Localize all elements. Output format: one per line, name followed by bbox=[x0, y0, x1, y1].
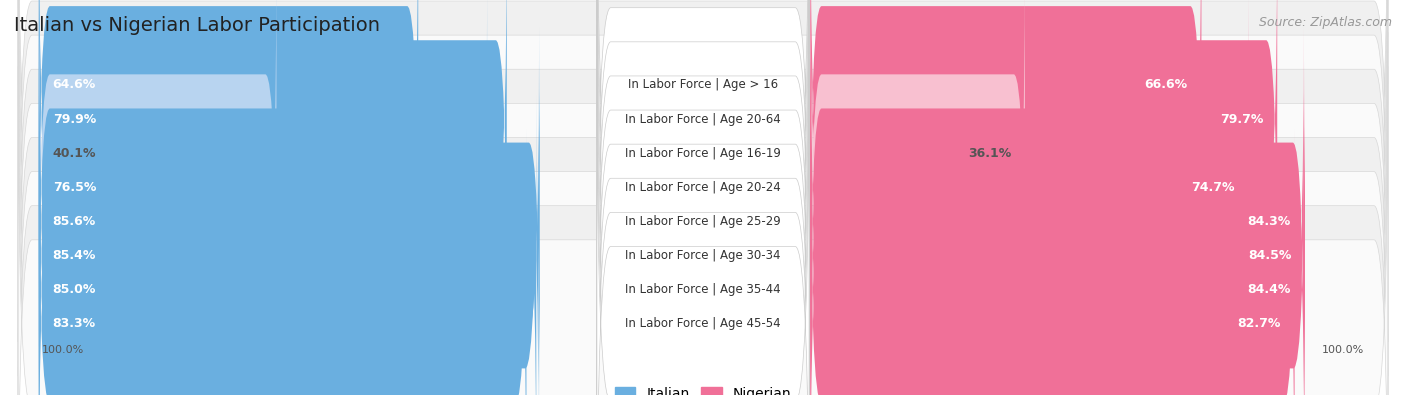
FancyBboxPatch shape bbox=[810, 130, 1295, 395]
FancyBboxPatch shape bbox=[810, 96, 1305, 395]
Text: 85.4%: 85.4% bbox=[52, 249, 96, 262]
FancyBboxPatch shape bbox=[18, 0, 1388, 395]
Text: In Labor Force | Age 16-19: In Labor Force | Age 16-19 bbox=[626, 147, 780, 160]
FancyBboxPatch shape bbox=[39, 96, 536, 395]
FancyBboxPatch shape bbox=[39, 130, 526, 395]
Text: 83.3%: 83.3% bbox=[52, 317, 96, 330]
Text: 66.6%: 66.6% bbox=[1144, 79, 1188, 91]
FancyBboxPatch shape bbox=[598, 26, 808, 395]
FancyBboxPatch shape bbox=[810, 0, 1277, 313]
Text: 84.4%: 84.4% bbox=[1247, 283, 1291, 296]
FancyBboxPatch shape bbox=[810, 61, 1305, 395]
FancyBboxPatch shape bbox=[598, 60, 808, 395]
FancyBboxPatch shape bbox=[810, 0, 1201, 279]
FancyBboxPatch shape bbox=[18, 0, 1388, 395]
FancyBboxPatch shape bbox=[598, 0, 808, 395]
Text: 82.7%: 82.7% bbox=[1237, 317, 1281, 330]
FancyBboxPatch shape bbox=[18, 0, 1388, 376]
Text: 84.3%: 84.3% bbox=[1247, 215, 1291, 228]
Text: 100.0%: 100.0% bbox=[1322, 345, 1364, 355]
Text: 85.6%: 85.6% bbox=[52, 215, 96, 228]
Text: 74.7%: 74.7% bbox=[1191, 181, 1234, 194]
Text: 100.0%: 100.0% bbox=[42, 345, 84, 355]
Text: 84.5%: 84.5% bbox=[1249, 249, 1291, 262]
Text: 79.9%: 79.9% bbox=[52, 113, 96, 126]
FancyBboxPatch shape bbox=[18, 0, 1388, 395]
Text: 76.5%: 76.5% bbox=[52, 181, 96, 194]
Text: 36.1%: 36.1% bbox=[967, 147, 1011, 160]
FancyBboxPatch shape bbox=[810, 27, 1303, 395]
Text: 40.1%: 40.1% bbox=[52, 147, 96, 160]
Text: Italian vs Nigerian Labor Participation: Italian vs Nigerian Labor Participation bbox=[14, 16, 380, 35]
FancyBboxPatch shape bbox=[39, 27, 540, 395]
Text: 64.6%: 64.6% bbox=[52, 79, 96, 91]
Text: In Labor Force | Age 45-54: In Labor Force | Age 45-54 bbox=[626, 317, 780, 330]
FancyBboxPatch shape bbox=[39, 0, 418, 279]
Text: In Labor Force | Age 35-44: In Labor Force | Age 35-44 bbox=[626, 283, 780, 296]
FancyBboxPatch shape bbox=[810, 0, 1249, 382]
FancyBboxPatch shape bbox=[598, 0, 808, 349]
Text: In Labor Force | Age > 16: In Labor Force | Age > 16 bbox=[628, 79, 778, 91]
FancyBboxPatch shape bbox=[598, 0, 808, 395]
FancyBboxPatch shape bbox=[39, 0, 486, 382]
FancyBboxPatch shape bbox=[598, 0, 808, 395]
FancyBboxPatch shape bbox=[39, 0, 506, 313]
Text: In Labor Force | Age 30-34: In Labor Force | Age 30-34 bbox=[626, 249, 780, 262]
FancyBboxPatch shape bbox=[598, 0, 808, 395]
FancyBboxPatch shape bbox=[18, 66, 1388, 395]
FancyBboxPatch shape bbox=[598, 0, 808, 383]
Text: In Labor Force | Age 25-29: In Labor Force | Age 25-29 bbox=[626, 215, 780, 228]
FancyBboxPatch shape bbox=[39, 61, 538, 395]
FancyBboxPatch shape bbox=[39, 0, 277, 347]
Text: 79.7%: 79.7% bbox=[1220, 113, 1264, 126]
FancyBboxPatch shape bbox=[810, 0, 1025, 347]
FancyBboxPatch shape bbox=[18, 32, 1388, 395]
Text: Source: ZipAtlas.com: Source: ZipAtlas.com bbox=[1258, 16, 1392, 29]
FancyBboxPatch shape bbox=[18, 0, 1388, 342]
Legend: Italian, Nigerian: Italian, Nigerian bbox=[609, 382, 797, 395]
Text: 85.0%: 85.0% bbox=[52, 283, 96, 296]
Text: In Labor Force | Age 20-64: In Labor Force | Age 20-64 bbox=[626, 113, 780, 126]
FancyBboxPatch shape bbox=[18, 0, 1388, 395]
Text: In Labor Force | Age 20-24: In Labor Force | Age 20-24 bbox=[626, 181, 780, 194]
